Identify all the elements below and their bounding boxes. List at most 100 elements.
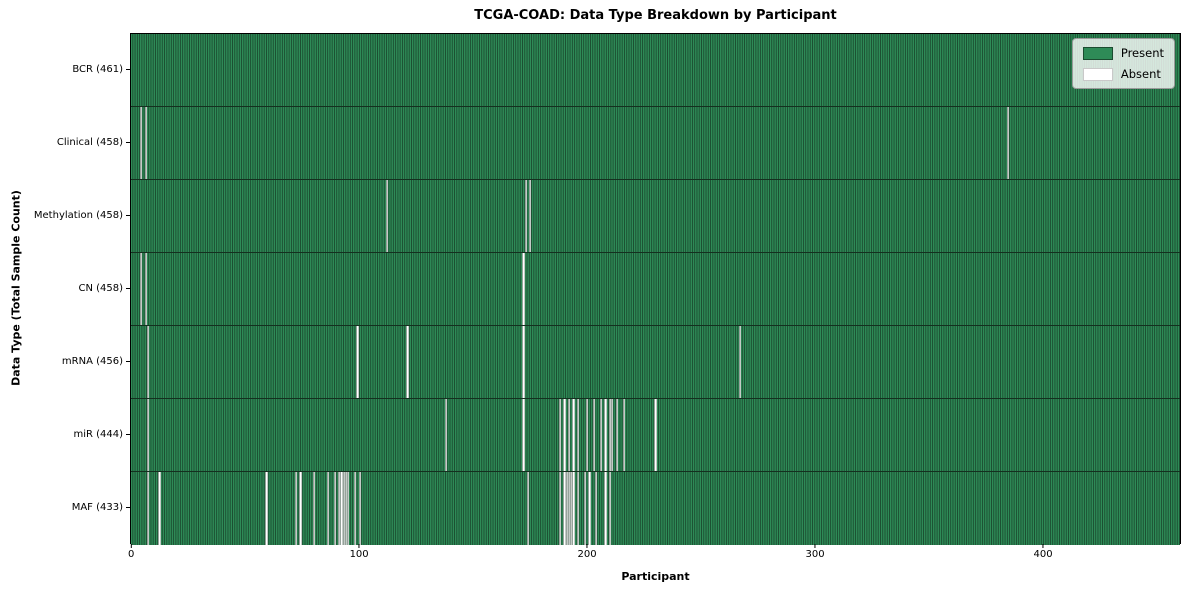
absent-bar (595, 472, 598, 545)
absent-bar (529, 180, 532, 252)
y-tick-MAF: MAF (433) (0, 471, 130, 544)
x-tick-mark (358, 544, 360, 548)
absent-bar (358, 472, 361, 545)
y-tick-mark (126, 288, 130, 289)
absent-bar (622, 399, 625, 471)
y-tick-CN: CN (458) (0, 252, 130, 325)
heatmap-row-BCR (131, 34, 1180, 107)
heatmap-row-mRNA (131, 326, 1180, 399)
absent-bar (524, 180, 527, 252)
absent-bar (338, 472, 341, 545)
x-tick-0: 0 (128, 544, 134, 560)
x-axis-label: Participant (621, 570, 690, 583)
absent-bar (583, 472, 587, 545)
absent-bar (146, 326, 150, 398)
absent-bar (522, 253, 525, 325)
x-tick-mark (130, 544, 132, 548)
absent-bar (599, 399, 603, 471)
legend-absent-label: Absent (1120, 67, 1161, 81)
absent-bar (608, 472, 612, 545)
y-tick-BCR: BCR (461) (0, 33, 130, 106)
x-tick-label: 100 (349, 549, 369, 560)
absent-bar (144, 107, 147, 179)
absent-bar (558, 472, 562, 545)
absent-bar (604, 399, 607, 471)
x-tick-label: 0 (127, 549, 135, 560)
absent-bar (611, 399, 614, 471)
absent-bar (342, 472, 345, 545)
plot-area: Present Absent (130, 33, 1181, 545)
absent-bar (588, 472, 591, 545)
legend: Present Absent (1071, 38, 1175, 89)
absent-bar (333, 472, 336, 545)
x-tick-mark (586, 544, 588, 548)
absent-bar (353, 472, 357, 545)
absent-bar (654, 399, 657, 471)
absent-bar (608, 399, 612, 471)
absent-bar (326, 472, 329, 545)
x-axis-ticks: 0 100 200 300 400 (128, 544, 1181, 566)
y-tick-mark (126, 361, 130, 362)
x-tick-mark (814, 544, 816, 548)
y-tick-mark (126, 215, 130, 216)
absent-bar (140, 107, 143, 179)
legend-entry-present: Present (1082, 46, 1164, 60)
absent-bar (563, 399, 566, 471)
absent-bar (356, 326, 359, 398)
absent-bar (385, 180, 389, 252)
y-tick-mRNA: mRNA (456) (0, 325, 130, 398)
y-tick-label: CN (458) (78, 283, 123, 294)
absent-bar (347, 472, 350, 545)
absent-bar (592, 399, 596, 471)
absent-bar (526, 472, 530, 545)
x-tick-label: 300 (805, 549, 825, 560)
absent-bar (158, 472, 161, 545)
y-tick-mark (126, 434, 130, 435)
heatmap-row-MAF (131, 472, 1180, 545)
absent-bar (406, 326, 409, 398)
legend-present-swatch (1082, 46, 1113, 60)
absent-bar (565, 472, 568, 545)
y-tick-miR: miR (444) (0, 398, 130, 471)
y-tick-label: Methylation (458) (33, 210, 123, 221)
absent-bar (294, 472, 298, 545)
x-tick-400: 400 (1034, 544, 1053, 560)
x-tick-mark (1042, 544, 1044, 548)
y-tick-label: BCR (461) (72, 64, 123, 75)
absent-bar (522, 399, 525, 471)
absent-bar (340, 472, 343, 545)
y-axis-tick-labels: BCR (461) Clinical (458) Methylation (458)… (0, 33, 130, 544)
x-tick-label: 200 (577, 549, 597, 560)
absent-bar (144, 253, 147, 325)
absent-bar (265, 472, 268, 545)
absent-bar (146, 399, 150, 471)
heatmap-row-miR (131, 399, 1180, 472)
absent-bar (570, 472, 573, 545)
legend-absent-swatch (1082, 67, 1113, 81)
y-tick-label: MAF (433) (71, 502, 123, 513)
absent-bar (445, 399, 448, 471)
absent-bar (299, 472, 302, 545)
absent-bar (615, 399, 618, 471)
y-tick-mark (126, 69, 130, 70)
y-tick-label: mRNA (456) (61, 356, 123, 367)
x-tick-200: 200 (578, 544, 597, 560)
absent-bar (558, 399, 562, 471)
y-tick-Methylation: Methylation (458) (0, 179, 130, 252)
absent-bar (572, 399, 575, 471)
y-tick-label: Clinical (458) (56, 137, 123, 148)
absent-bar (522, 326, 525, 398)
y-tick-mark (126, 142, 130, 143)
y-tick-label: miR (444) (73, 429, 123, 440)
absent-bar (738, 326, 741, 398)
absent-bar (572, 472, 575, 545)
absent-bar (146, 472, 150, 545)
y-tick-Clinical: Clinical (458) (0, 106, 130, 179)
absent-bar (563, 472, 566, 545)
y-tick-mark (126, 507, 130, 508)
absent-bar (140, 253, 143, 325)
absent-bar (1007, 107, 1010, 179)
chart-title: TCGA-COAD: Data Type Breakdown by Partic… (474, 8, 837, 23)
absent-bar (576, 399, 580, 471)
